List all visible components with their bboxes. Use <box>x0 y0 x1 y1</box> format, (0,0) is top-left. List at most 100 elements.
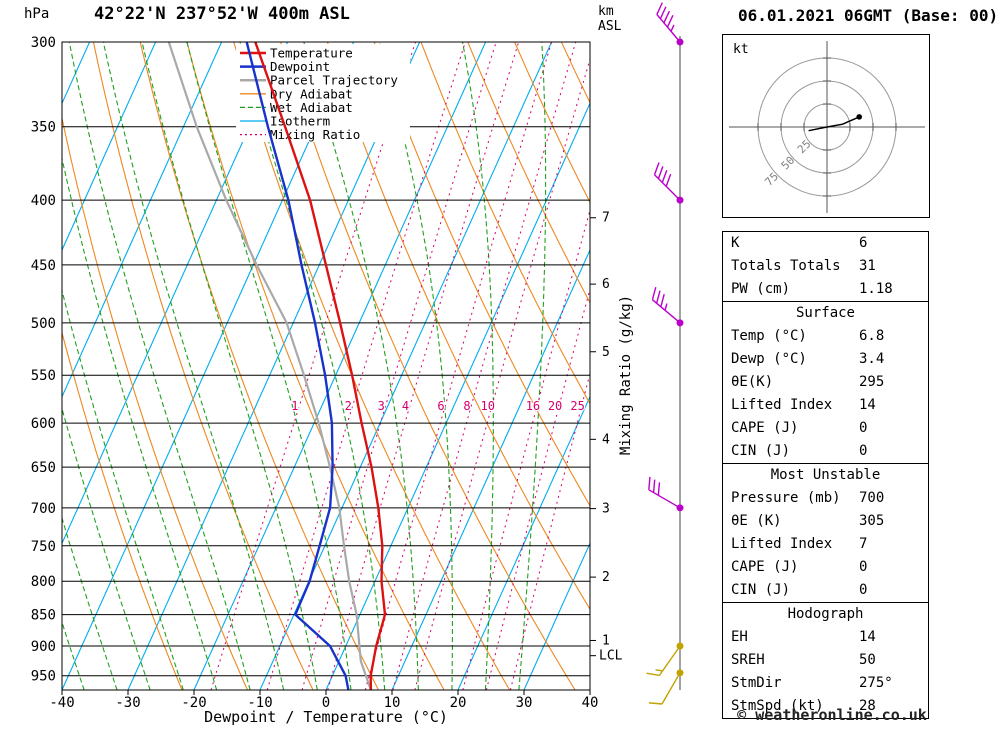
pressure-tick-label: 550 <box>31 368 56 384</box>
legend-label: Dry Adiabat <box>270 86 353 101</box>
table-row: StmSpd (kt) 28 <box>723 695 928 718</box>
pressure-tick-label: 450 <box>31 258 56 274</box>
hodo-unit-label: kt <box>733 42 749 57</box>
table-title: Surface <box>795 305 855 321</box>
skewt-chart: 1 2 3 4 6 8 10 16 20 25TemperatureDewpointParcel … <box>31 2 684 711</box>
mixing-ratio-label: 6 <box>437 399 444 413</box>
temperature-tick-label: 40 <box>582 695 599 711</box>
row-label: θE (K) <box>731 513 782 529</box>
row-value: 0 <box>859 559 868 575</box>
row-label: CIN (J) <box>731 582 791 598</box>
pressure-tick-label: 400 <box>31 193 56 209</box>
row-value: 0 <box>859 420 868 436</box>
hodograph-table: Hodograph EH 14 SREH 50 StmDir 275° StmSpd … <box>722 602 929 719</box>
pressure-tick-label: 950 <box>31 669 56 685</box>
row-value: 14 <box>859 397 876 413</box>
km-tick-label: 5 <box>602 345 610 360</box>
wind-barb <box>653 162 684 204</box>
temperature-tick-label: -40 <box>49 695 74 711</box>
isotherm-lines <box>62 42 590 690</box>
mixing-ratio-label: 3 <box>378 399 385 413</box>
table-row: θE (K) 305 <box>723 510 928 533</box>
mixing-ratio-label: 2 <box>345 399 352 413</box>
table-title: Hodograph <box>787 606 864 622</box>
table-row: CAPE (J) 0 <box>723 417 928 440</box>
pressure-gridlines <box>62 42 590 677</box>
row-label: Lifted Index <box>731 536 833 552</box>
table-title: Most Unstable <box>770 467 881 483</box>
table-row: Dewp (°C) 3.4 <box>723 348 928 371</box>
legend-label: Wet Adiabat <box>270 100 353 115</box>
table-row: θE(K) 295 <box>723 371 928 394</box>
table-row: PW (cm) 1.18 <box>723 278 928 301</box>
row-label: Dewp (°C) <box>731 351 807 367</box>
asl-unit-label: ASL <box>598 19 622 34</box>
temperature-tick-label: -30 <box>115 695 140 711</box>
row-value: 0 <box>859 443 868 459</box>
temperature-axis-label: Dewpoint / Temperature (°C) <box>204 708 448 726</box>
row-label: Temp (°C) <box>731 328 807 344</box>
row-value: 3.4 <box>859 351 885 367</box>
temperature-tick-label: 0 <box>322 695 330 711</box>
datetime-title: 06.01.2021 06GMT (Base: 00) <box>738 6 999 25</box>
row-value: 6.8 <box>859 328 885 344</box>
table-row: EH 14 <box>723 626 928 649</box>
row-label: PW (cm) <box>731 281 791 297</box>
table-row: CIN (J) 0 <box>723 579 928 602</box>
pressure-tick-label: 300 <box>31 35 56 51</box>
table-row: Lifted Index 14 <box>723 394 928 417</box>
pressure-tick-label: 500 <box>31 316 56 332</box>
row-value: 28 <box>859 698 876 714</box>
temperature-tick-label: 30 <box>516 695 533 711</box>
row-value: 0 <box>859 582 868 598</box>
row-value: 31 <box>859 258 876 274</box>
row-value: 50 <box>859 652 876 668</box>
hodo-ring-label: 50 <box>779 154 798 173</box>
row-label: StmSpd (kt) <box>731 698 824 714</box>
row-label: EH <box>731 629 748 645</box>
temperature-tick-label: -20 <box>181 695 206 711</box>
hodo-trace <box>808 116 860 132</box>
table-row: SREH 50 <box>723 649 928 672</box>
profiles <box>167 42 387 690</box>
km-tick-label: 3 <box>602 502 610 517</box>
mixing-ratio-labels: 1 2 3 4 6 8 10 16 20 25 <box>290 398 586 415</box>
pressure-tick-label: 350 <box>31 120 56 136</box>
pressure-tick-label: 600 <box>31 416 56 432</box>
table-row: Totals Totals 31 <box>723 255 928 278</box>
page-title: 42°22'N 237°52'W 400m ASL <box>94 4 350 24</box>
lcl-label: LCL <box>599 649 623 664</box>
mixing-ratio-label: 25 <box>570 399 584 413</box>
km-unit-label: km <box>598 4 614 19</box>
temperature-labels: -40 -30 -20 -10 0 10 20 30 40 <box>49 690 598 711</box>
km-tick-label: 7 <box>602 211 610 226</box>
table-row: StmDir 275° <box>723 672 928 695</box>
wind-barb-column <box>646 2 684 705</box>
pressure-tick-label: 800 <box>31 574 56 590</box>
row-label: Lifted Index <box>731 397 833 413</box>
temperature-tick-label: -10 <box>247 695 272 711</box>
temperature-tick-label: 10 <box>384 695 401 711</box>
row-value: 7 <box>859 536 868 552</box>
pressure-tick-label: 850 <box>31 608 56 624</box>
pressure-axis-unit: hPa <box>24 6 50 22</box>
legend-label: Dewpoint <box>270 59 330 74</box>
pressure-tick-label: 900 <box>31 639 56 655</box>
row-label: K <box>731 235 740 251</box>
dewpoint-line <box>245 42 350 690</box>
row-label: StmDir <box>731 675 782 691</box>
row-label: CAPE (J) <box>731 559 799 575</box>
wind-barb <box>646 642 684 677</box>
pressure-labels: 300 350 400 450 500 550 600 650 700 750 800 850 900 9… <box>31 35 56 685</box>
row-value: 14 <box>859 629 876 645</box>
wind-barb <box>651 286 684 327</box>
hodo-ring-label: 75 <box>762 170 781 189</box>
mixing-ratio-label: 20 <box>548 399 562 413</box>
legend-label: Parcel Trajectory <box>270 73 398 88</box>
km-tick-label: 1 <box>602 633 610 648</box>
